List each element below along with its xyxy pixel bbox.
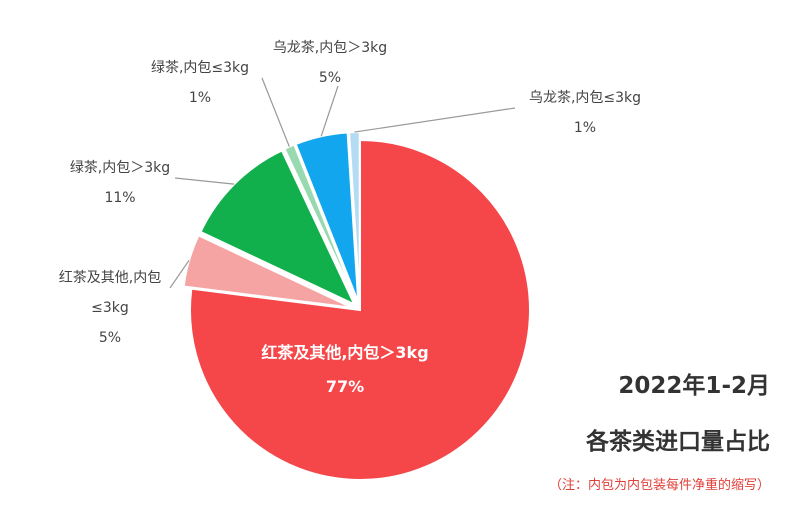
- slice-label-3: 绿茶,内包≤3kg 1%: [151, 60, 249, 106]
- slice-labels: 红茶及其他,内包＞3kg 77% 红茶及其他,内包≤3kg 5% 绿茶,内包＞3kg 11…: [59, 40, 641, 396]
- pie-slices: [182, 131, 531, 481]
- leader-line-5: [354, 107, 516, 133]
- slice-label-4: 乌龙茶,内包＞3kg 5%: [273, 40, 387, 86]
- slice-label-0: 红茶及其他,内包＞3kg 77%: [261, 343, 428, 396]
- leader-line-2: [174, 177, 235, 185]
- chart-note: （注：内包为内包装每件净重的缩写）: [548, 478, 770, 493]
- pie-slice-0: [189, 138, 531, 481]
- slice-label-1: 红茶及其他,内包≤3kg 5%: [59, 270, 161, 346]
- chart-date: 2022年1-2月: [618, 373, 770, 399]
- slice-label-5: 乌龙茶,内包≤3kg 1%: [529, 90, 641, 136]
- slice-label-2: 绿茶,内包＞3kg 11%: [70, 160, 170, 206]
- pie-slice-1: [182, 234, 353, 309]
- leader-line-1: [169, 259, 190, 289]
- leader-lines: [169, 77, 516, 289]
- chart-title: 各茶类进口量占比: [586, 429, 770, 455]
- pie-slice-2: [199, 149, 357, 307]
- leader-line-4: [320, 85, 339, 137]
- pie-slice-4: [294, 131, 360, 303]
- leader-line-3: [261, 77, 290, 147]
